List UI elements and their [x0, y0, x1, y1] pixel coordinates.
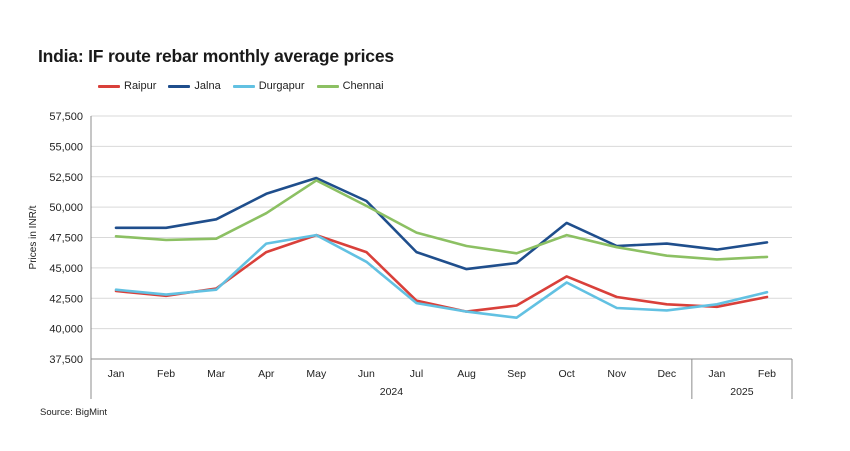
y-tick-label: 47,500	[49, 233, 83, 245]
legend-item-jalna: Jalna	[168, 80, 221, 92]
legend-item-chennai: Chennai	[316, 80, 384, 92]
y-tick-label: 37,500	[49, 354, 83, 366]
y-axis-label: Prices in INR/t	[28, 205, 39, 269]
y-tick-label: 42,500	[49, 293, 83, 305]
x-tick-label: Dec	[657, 368, 676, 380]
x-tick-label: Mar	[207, 368, 226, 380]
year-group-label: 2025	[730, 386, 754, 398]
y-tick-label: 57,500	[49, 111, 83, 123]
legend-item-durgapur: Durgapur	[232, 80, 305, 92]
legend-label-jalna: Jalna	[194, 80, 221, 92]
x-tick-label: Feb	[758, 368, 776, 380]
legend-label-chennai: Chennai	[342, 80, 384, 92]
legend-swatch-chennai	[316, 84, 339, 88]
y-tick-label: 55,000	[49, 141, 83, 153]
x-tick-label: Feb	[157, 368, 175, 380]
x-tick-label: Oct	[559, 368, 575, 380]
x-tick-label: Jun	[358, 368, 375, 380]
legend-swatch-jalna	[168, 84, 191, 88]
chart-title: India: IF route rebar monthly average pr…	[38, 46, 394, 66]
legend-swatch-durgapur	[232, 84, 255, 88]
year-group-label: 2024	[380, 386, 404, 398]
x-tick-label: Jul	[410, 368, 423, 380]
chart-legend: Raipur Jalna Durgapur Chennai	[98, 80, 396, 92]
legend-swatch-raipur	[98, 84, 120, 88]
legend-label-raipur: Raipur	[124, 80, 157, 92]
y-tick-label: 50,000	[49, 202, 83, 214]
y-tick-label: 52,500	[49, 172, 83, 184]
x-tick-label: Jan	[708, 368, 725, 380]
y-tick-label: 45,000	[49, 263, 83, 275]
x-tick-label: Nov	[607, 368, 626, 380]
x-tick-label: Sep	[507, 368, 526, 380]
series-line-durgapur	[114, 233, 769, 320]
series-line-chennai	[114, 179, 769, 261]
x-tick-label: Jan	[108, 368, 125, 380]
x-tick-label: Aug	[457, 368, 476, 380]
y-tick-label: 40,000	[49, 324, 83, 336]
source-note: Source: BigMint	[40, 407, 108, 418]
legend-label-durgapur: Durgapur	[258, 80, 305, 92]
series-line-jalna	[114, 176, 769, 271]
x-tick-label: May	[306, 368, 327, 380]
series-line-raipur	[114, 233, 769, 313]
x-tick-label: Apr	[258, 368, 275, 380]
legend-item-raipur: Raipur	[98, 80, 156, 92]
